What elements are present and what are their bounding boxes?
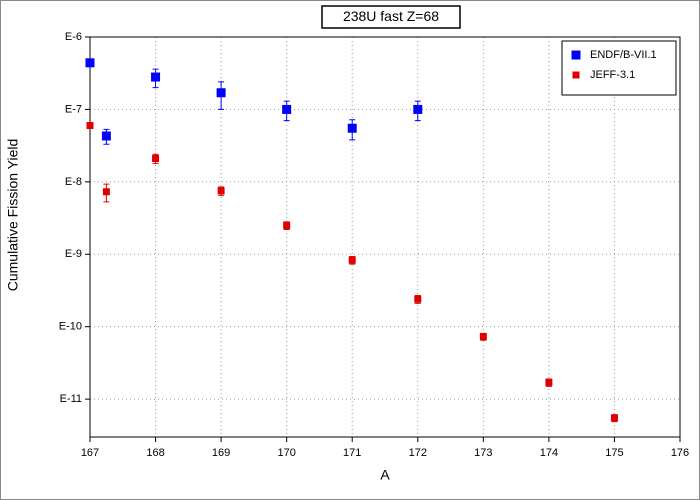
y-axis-label: Cumulative Fission Yield <box>5 139 21 292</box>
marker <box>545 378 553 386</box>
x-tick-label: 171 <box>343 447 361 459</box>
x-tick-label: 168 <box>146 447 164 459</box>
marker <box>414 295 422 303</box>
marker <box>283 221 291 229</box>
y-tick-label: E-11 <box>60 393 82 405</box>
legend-marker <box>571 50 581 60</box>
x-axis-label: A <box>380 467 390 483</box>
y-tick-label: E-10 <box>59 321 82 333</box>
legend-box <box>561 40 677 96</box>
marker <box>152 155 160 163</box>
marker <box>151 72 161 82</box>
x-tick-label: 169 <box>212 447 230 459</box>
x-tick-label: 174 <box>540 447 558 459</box>
x-tick-label: 167 <box>81 447 99 459</box>
marker <box>348 256 356 264</box>
marker <box>101 131 111 141</box>
marker <box>86 121 94 129</box>
marker <box>216 88 226 98</box>
title-box <box>321 5 461 29</box>
legend-label: ENDF/B-VII.1 <box>590 49 657 61</box>
marker <box>282 104 292 114</box>
marker <box>85 58 95 68</box>
marker <box>479 333 487 341</box>
legend-label: JEFF-3.1 <box>590 69 635 81</box>
marker <box>413 104 423 114</box>
marker <box>347 123 357 133</box>
y-tick-label: E-7 <box>65 103 82 115</box>
y-tick-label: E-6 <box>65 31 82 43</box>
legend-marker <box>572 71 580 79</box>
y-tick-label: E-8 <box>65 176 82 188</box>
plot-area <box>90 37 680 437</box>
marker <box>610 414 618 422</box>
x-tick-label: 175 <box>605 447 623 459</box>
y-tick-label: E-9 <box>65 248 82 260</box>
chart-title: 238U fast Z=68 <box>343 8 439 24</box>
marker <box>217 187 225 195</box>
x-tick-label: 170 <box>277 447 295 459</box>
x-tick-label: 172 <box>409 447 427 459</box>
x-tick-label: 176 <box>671 447 689 459</box>
x-tick-label: 173 <box>474 447 492 459</box>
marker <box>102 188 110 196</box>
plot-border <box>89 36 681 438</box>
